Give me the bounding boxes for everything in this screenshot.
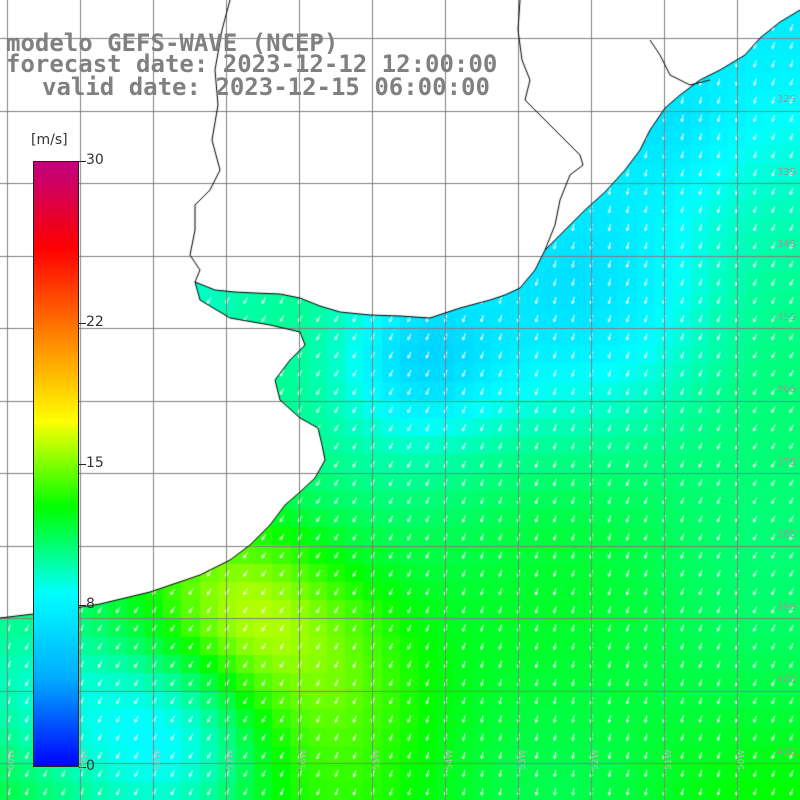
longitude-label: 57W <box>226 749 236 770</box>
latitude-label: 32S <box>776 94 796 105</box>
longitude-label: 50W <box>737 749 747 770</box>
forecast-date: forecast date: 2023-12-12 12:00:00 <box>6 50 498 78</box>
longitude-label: 56W <box>299 749 309 770</box>
colorbar-tick-mark <box>79 322 86 324</box>
latitude-label: 40S <box>776 674 796 685</box>
colorbar-tick-label: 15 <box>86 455 104 471</box>
valid-date: valid date: 2023-12-15 06:00:00 <box>42 73 490 101</box>
colorbar-tick-mark <box>79 605 86 607</box>
latitude-label: 41S <box>776 746 796 758</box>
colorbar-tick-mark <box>79 161 86 162</box>
latitude-label: 36S <box>776 384 796 395</box>
latitude-label: 38S <box>776 529 796 540</box>
longitude-label: 51W <box>664 749 674 770</box>
colorbar-tick-label: 22 <box>86 313 104 330</box>
latitude-label: 33S <box>776 166 796 178</box>
colorbar-tick-label: 30 <box>86 152 104 168</box>
longitude-label: 54W <box>445 749 455 770</box>
longitude-label: 55W <box>372 749 382 770</box>
colorbar-tick-mark <box>79 464 86 465</box>
latitude-label: 37S <box>776 456 796 468</box>
colorbar-tick-mark <box>79 767 86 768</box>
latitude-label: 35S <box>776 311 796 323</box>
longitude-label: 52W <box>591 749 601 770</box>
latitude-label: 34S <box>776 239 796 250</box>
colorbar-tick-label: 0 <box>86 758 95 774</box>
longitude-label: 58W <box>153 749 163 770</box>
colorbar-tick-label: 8 <box>86 596 95 613</box>
latitude-label: 39S <box>776 601 796 613</box>
longitude-label: 60W <box>7 749 17 770</box>
longitude-label: 59W <box>80 749 90 770</box>
model-title: modelo GEFS-WAVE (NCEP) <box>6 29 339 57</box>
colorbar-unit: [m/s] <box>31 132 68 148</box>
longitude-label: 53W <box>518 749 528 770</box>
colorbar <box>33 161 79 767</box>
